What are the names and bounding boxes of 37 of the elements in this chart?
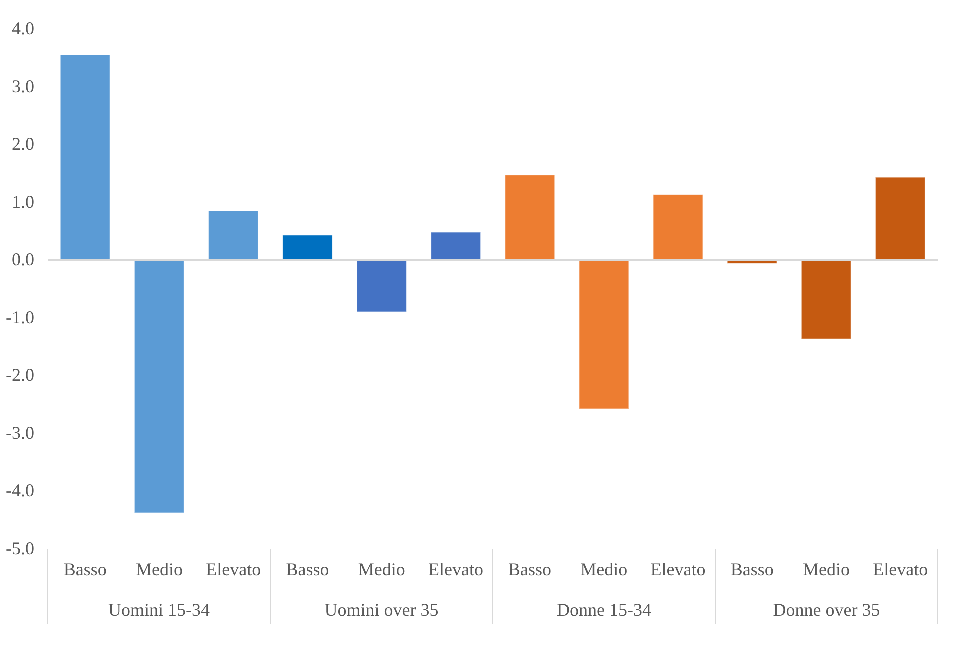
bar [652, 194, 704, 261]
y-tick-label: -4.0 [6, 480, 34, 501]
x-tick-label: Medio [802, 560, 850, 580]
x-tick-label: Basso [286, 560, 330, 580]
x-tick-label: Basso [730, 560, 774, 580]
bar [60, 54, 111, 261]
y-tick-label: 3.0 [12, 76, 34, 96]
bar [356, 260, 408, 313]
y-tick-label: -5.0 [6, 538, 34, 558]
x-tick-label: Medio [580, 560, 628, 580]
bar [875, 176, 926, 261]
bar [578, 260, 630, 410]
x-tick-label: Medio [358, 560, 406, 580]
x-tick-label: Elevato [428, 560, 484, 580]
bar [504, 174, 556, 261]
text: Donne over 35 [773, 600, 880, 620]
x-tick-label: Elevato [873, 560, 928, 580]
bar [430, 232, 482, 261]
x-tick-label: Basso [64, 560, 107, 580]
y-tick-label: 4.0 [12, 18, 34, 38]
bar [801, 260, 852, 340]
text: Uomini over 35 [324, 600, 439, 620]
x-tick-label: Elevato [206, 560, 262, 580]
bar [134, 260, 185, 514]
y-tick-label: -1.0 [6, 307, 34, 328]
bar [208, 210, 259, 261]
y-tick-label: -3.0 [6, 422, 34, 443]
x-tick-label: Basso [508, 560, 552, 580]
y-tick-label: 0.0 [12, 250, 34, 270]
y-tick-label: 2.0 [12, 134, 34, 154]
bar [282, 234, 334, 261]
x-tick-label: Medio [136, 560, 184, 580]
y-tick-label: -2.0 [6, 365, 34, 386]
text: Donne 15-34 [557, 600, 652, 620]
x-tick-label: Elevato [650, 560, 706, 580]
text: Uomini 15-34 [108, 600, 210, 620]
y-tick-label: 1.0 [12, 192, 34, 212]
